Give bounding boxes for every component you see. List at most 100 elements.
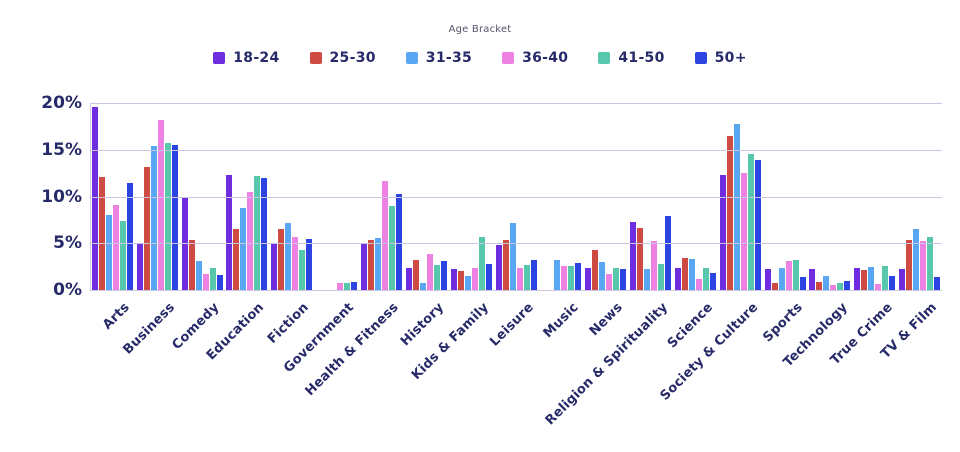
bar-Religion & Spirituality-31-35[interactable] <box>644 268 651 290</box>
bar-Education-18-24[interactable] <box>226 175 233 290</box>
bar-Technology-41-50[interactable] <box>837 283 844 290</box>
bar-Technology-25-30[interactable] <box>816 281 823 290</box>
bar-Government-50+[interactable] <box>351 281 358 290</box>
bar-Religion & Spirituality-41-50[interactable] <box>658 263 665 290</box>
bar-Arts-50+[interactable] <box>126 183 133 290</box>
bar-True Crime-31-35[interactable] <box>868 266 875 290</box>
bar-Business-31-35[interactable] <box>150 146 157 290</box>
bar-Leisure-50+[interactable] <box>530 260 537 290</box>
bar-Technology-18-24[interactable] <box>809 268 816 290</box>
bar-Kids & Family-31-35[interactable] <box>464 275 471 290</box>
bar-Arts-25-30[interactable] <box>98 176 105 290</box>
bar-Sports-18-24[interactable] <box>764 268 771 290</box>
bar-Fiction-18-24[interactable] <box>271 243 278 290</box>
bar-Education-50+[interactable] <box>261 177 268 290</box>
bar-Society & Culture-41-50[interactable] <box>747 153 754 290</box>
bar-Fiction-36-40[interactable] <box>292 236 299 290</box>
bar-TV & Film-18-24[interactable] <box>899 268 906 290</box>
bar-Fiction-41-50[interactable] <box>299 249 306 290</box>
bar-Arts-41-50[interactable] <box>119 220 126 290</box>
bar-Kids & Family-50+[interactable] <box>485 263 492 290</box>
bar-Education-41-50[interactable] <box>254 175 261 290</box>
bar-Sports-50+[interactable] <box>799 276 806 290</box>
bar-True Crime-41-50[interactable] <box>882 265 889 290</box>
bar-Arts-36-40[interactable] <box>112 204 119 290</box>
bar-Science-18-24[interactable] <box>674 267 681 290</box>
bar-Health & Fitness-50+[interactable] <box>395 193 402 290</box>
bar-Government-41-50[interactable] <box>344 283 351 290</box>
bar-Business-36-40[interactable] <box>157 119 164 290</box>
bar-Comedy-36-40[interactable] <box>202 274 209 290</box>
bar-Health & Fitness-36-40[interactable] <box>381 180 388 290</box>
bar-Religion & Spirituality-18-24[interactable] <box>630 221 637 290</box>
bar-Fiction-25-30[interactable] <box>278 229 285 290</box>
bar-Education-36-40[interactable] <box>247 191 254 290</box>
bar-Society & Culture-50+[interactable] <box>754 160 761 290</box>
bar-TV & Film-41-50[interactable] <box>927 236 934 290</box>
bar-Business-25-30[interactable] <box>143 166 150 290</box>
bar-Society & Culture-36-40[interactable] <box>740 173 747 290</box>
bar-True Crime-50+[interactable] <box>889 275 896 290</box>
bar-Sports-25-30[interactable] <box>771 282 778 290</box>
bar-History-18-24[interactable] <box>405 267 412 290</box>
bar-Music-31-35[interactable] <box>554 260 561 290</box>
bar-Leisure-18-24[interactable] <box>495 245 502 290</box>
legend-item-18-24[interactable]: 18-24 <box>213 50 279 66</box>
bar-Leisure-36-40[interactable] <box>516 267 523 290</box>
bar-TV & Film-36-40[interactable] <box>920 241 927 290</box>
bar-Science-50+[interactable] <box>709 273 716 290</box>
bar-Business-50+[interactable] <box>171 145 178 290</box>
bar-Comedy-41-50[interactable] <box>209 267 216 290</box>
bar-Religion & Spirituality-50+[interactable] <box>665 216 672 290</box>
bar-History-25-30[interactable] <box>412 260 419 290</box>
bar-Kids & Family-25-30[interactable] <box>457 271 464 290</box>
bar-Health & Fitness-31-35[interactable] <box>374 237 381 290</box>
bar-Society & Culture-25-30[interactable] <box>726 135 733 290</box>
bar-Business-41-50[interactable] <box>164 143 171 290</box>
bar-Fiction-50+[interactable] <box>306 238 313 290</box>
bar-Science-25-30[interactable] <box>681 258 688 290</box>
bar-Sports-41-50[interactable] <box>792 260 799 290</box>
bar-Comedy-31-35[interactable] <box>195 261 202 290</box>
bar-History-50+[interactable] <box>440 261 447 290</box>
bar-Technology-31-35[interactable] <box>823 275 830 290</box>
bar-News-18-24[interactable] <box>585 267 592 290</box>
bar-Education-25-30[interactable] <box>233 229 240 290</box>
bar-Leisure-25-30[interactable] <box>502 240 509 290</box>
bar-TV & Film-31-35[interactable] <box>913 229 920 290</box>
bar-Health & Fitness-18-24[interactable] <box>360 244 367 290</box>
bar-Arts-18-24[interactable] <box>91 106 98 290</box>
bar-Society & Culture-18-24[interactable] <box>719 175 726 290</box>
legend-item-36-40[interactable]: 36-40 <box>502 50 568 66</box>
bar-True Crime-36-40[interactable] <box>875 284 882 290</box>
bar-Government-36-40[interactable] <box>337 282 344 290</box>
bar-TV & Film-50+[interactable] <box>934 276 941 290</box>
bar-Education-31-35[interactable] <box>240 207 247 290</box>
bar-Music-36-40[interactable] <box>561 265 568 290</box>
legend-item-31-35[interactable]: 31-35 <box>405 50 472 66</box>
legend-item-50+[interactable]: 50+ <box>694 50 747 66</box>
bar-Health & Fitness-41-50[interactable] <box>388 205 395 290</box>
bar-Business-18-24[interactable] <box>136 243 143 290</box>
bar-Music-41-50[interactable] <box>568 265 575 290</box>
bar-Kids & Family-18-24[interactable] <box>450 268 457 290</box>
bar-Technology-36-40[interactable] <box>830 285 837 290</box>
bar-Sports-31-35[interactable] <box>778 267 785 290</box>
bar-Leisure-31-35[interactable] <box>509 222 516 290</box>
bar-Fiction-31-35[interactable] <box>285 222 292 290</box>
bar-Music-50+[interactable] <box>575 262 582 290</box>
bar-Religion & Spirituality-25-30[interactable] <box>637 228 644 290</box>
bar-Kids & Family-36-40[interactable] <box>471 267 478 290</box>
bar-Comedy-50+[interactable] <box>216 275 223 290</box>
bar-News-36-40[interactable] <box>606 274 613 290</box>
bar-Kids & Family-41-50[interactable] <box>478 236 485 290</box>
bar-Religion & Spirituality-36-40[interactable] <box>651 241 658 290</box>
bar-Technology-50+[interactable] <box>844 280 851 290</box>
bar-Comedy-25-30[interactable] <box>188 239 195 290</box>
legend-item-41-50[interactable]: 41-50 <box>598 50 664 66</box>
bar-Society & Culture-31-35[interactable] <box>733 123 740 290</box>
bar-Sports-36-40[interactable] <box>785 261 792 290</box>
bar-True Crime-18-24[interactable] <box>854 267 861 290</box>
bar-History-36-40[interactable] <box>426 254 433 290</box>
bar-Leisure-41-50[interactable] <box>523 264 530 290</box>
